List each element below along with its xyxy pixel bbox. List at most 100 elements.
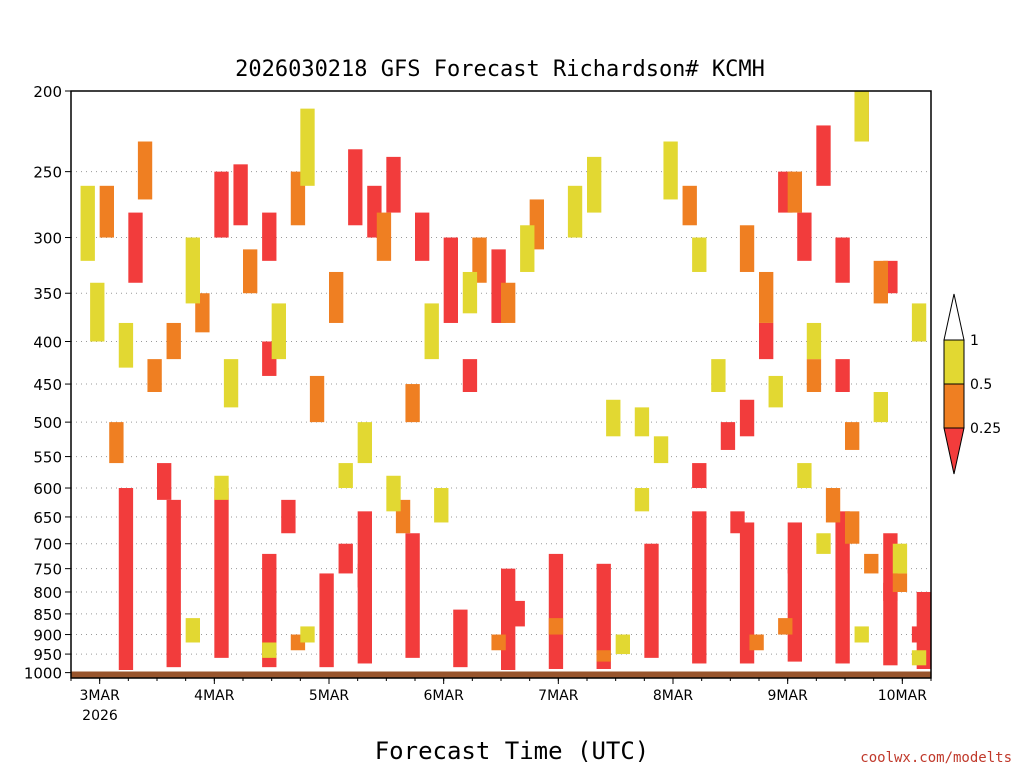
- ri-cell-s0-13: [739, 522, 755, 664]
- y-tick-label-600: 600: [33, 480, 62, 498]
- ri-cell-s0-11: [644, 543, 659, 658]
- ri-cell-s2-20: [300, 626, 315, 643]
- x-start-date: 2026: [82, 708, 118, 724]
- ri-cell-s2-21: [262, 642, 277, 658]
- ri-cell-s1-32: [845, 422, 860, 450]
- ri-cell-s2-11: [567, 185, 583, 238]
- ri-cell-s2-13: [634, 407, 650, 437]
- ri-cell-s1-6: [329, 271, 344, 323]
- ri-cell-s0-3: [262, 553, 277, 668]
- ri-cell-s1-23: [825, 488, 841, 523]
- ri-cell-s2-19: [587, 156, 602, 213]
- x-tick-label-8MAR: 8MAR: [653, 688, 694, 704]
- y-tick-label-350: 350: [33, 285, 62, 303]
- ri-cell-s1-31: [682, 185, 697, 226]
- ri-cell-s2-5: [271, 303, 286, 360]
- x-axis-label: Forecast Time (UTC): [375, 737, 650, 765]
- ri-cell-s0-0: [118, 488, 134, 671]
- ri-cell-s2-3: [185, 237, 200, 304]
- y-tick-label-950: 950: [33, 646, 62, 664]
- ri-cell-s0-45: [835, 359, 850, 392]
- y-axis: 200 250 300 350 400 450 500 550 600 650 700 750 800 8…: [24, 83, 71, 683]
- ri-cell-s0-34: [510, 600, 525, 627]
- ri-cell-s2-12: [606, 399, 621, 437]
- ri-cell-s2-15: [214, 475, 229, 500]
- ri-cell-s2-14: [653, 436, 669, 464]
- ri-cell-s1-21: [759, 271, 774, 323]
- ri-cell-s2-30: [854, 626, 869, 643]
- colorbar-band-0.25-0.5: [943, 383, 965, 429]
- ri-cell-s1-17: [596, 650, 611, 662]
- x-axis: 3MAR 4MAR 5MAR 6MAR 7MAR 8MAR 9MAR 10MAR: [70, 678, 932, 704]
- ri-cell-s0-9: [548, 553, 564, 669]
- ri-cell-s0-46: [692, 463, 707, 489]
- ri-cell-s0-14: [787, 522, 802, 662]
- ri-cell-s2-22: [185, 618, 200, 643]
- ri-cell-s0-2: [214, 488, 229, 658]
- ri-cell-s0-44: [787, 543, 802, 574]
- ri-cell-s1-27: [778, 618, 793, 635]
- ri-cell-s0-29: [128, 212, 143, 283]
- ri-cell-s2-0: [80, 185, 95, 261]
- ri-cell-s1-26: [892, 573, 908, 592]
- ri-cell-s0-1: [166, 499, 181, 668]
- ri-cell-s0-21: [348, 149, 363, 226]
- ri-cell-s0-24: [415, 212, 430, 261]
- ri-cell-s0-32: [338, 543, 353, 574]
- ri-cell-s2-34: [854, 91, 869, 142]
- ri-cell-s0-30: [157, 463, 172, 500]
- ri-cell-s2-33: [873, 391, 888, 423]
- colorbar-label-0.5: 0.5: [970, 377, 992, 393]
- ri-cell-s0-4: [319, 573, 334, 668]
- ri-cell-s2-10: [520, 225, 535, 272]
- y-tick-label-850: 850: [33, 606, 62, 624]
- ri-cell-s0-7: [453, 609, 468, 668]
- y-tick-label-450: 450: [33, 376, 62, 394]
- ri-cell-s2-7: [357, 422, 372, 464]
- ri-cell-s0-23: [386, 156, 401, 213]
- ri-cell-s2-18: [434, 488, 449, 523]
- x-tick-label-6MAR: 6MAR: [424, 688, 465, 704]
- ri-cell-s2-32: [911, 650, 927, 666]
- ri-cell-s0-47: [730, 511, 745, 534]
- y-tick-label-300: 300: [33, 230, 62, 248]
- ri-cell-s2-37: [634, 488, 650, 512]
- ri-cell-s0-43: [759, 322, 774, 360]
- ri-cell-s0-42: [720, 422, 736, 450]
- x-tick-label-3MAR: 3MAR: [80, 688, 121, 704]
- ri-cell-s2-6: [300, 108, 315, 186]
- y-tick-label-650: 650: [33, 509, 62, 527]
- ri-cell-s2-17: [386, 475, 401, 512]
- ri-cell-s1-2: [166, 322, 181, 360]
- ri-cell-s1-30: [787, 171, 802, 213]
- credit-text: coolwx.com/modelts: [860, 750, 1012, 766]
- chart-title: 2026030218 GFS Forecast Richardson# KCMH: [235, 57, 765, 82]
- ri-cell-s2-35: [911, 303, 927, 342]
- y-tick-label-700: 700: [33, 536, 62, 554]
- y-tick-label-400: 400: [33, 333, 62, 351]
- ri-cell-s2-4: [223, 359, 239, 408]
- ri-cell-s2-16: [338, 463, 353, 489]
- colorbar-band-0.5-1: [943, 339, 965, 385]
- ri-cell-s1-8: [405, 384, 420, 423]
- ri-cell-s1-0: [99, 185, 114, 238]
- ri-cell-s2-29: [816, 533, 831, 554]
- y-tick-label-250: 250: [33, 164, 62, 182]
- data-cells: [80, 91, 931, 671]
- ri-cell-s0-12: [692, 511, 707, 664]
- ground-layer: [71, 670, 931, 678]
- y-tick-label-750: 750: [33, 561, 62, 579]
- ri-cell-s0-33: [357, 563, 372, 588]
- ri-cell-s1-29: [873, 260, 888, 304]
- ri-cell-s0-19: [233, 164, 248, 226]
- y-tick-label-900: 900: [33, 627, 62, 645]
- ri-cell-s0-41: [739, 399, 755, 437]
- ri-cell-s0-26: [462, 359, 478, 392]
- ri-cell-s0-38: [835, 237, 850, 283]
- ri-cell-s0-6: [405, 533, 420, 658]
- ri-cell-s2-28: [797, 463, 812, 489]
- ri-cell-s0-48: [911, 626, 927, 643]
- ri-cell-s2-27: [768, 375, 783, 408]
- ri-cell-s0-20: [262, 212, 277, 261]
